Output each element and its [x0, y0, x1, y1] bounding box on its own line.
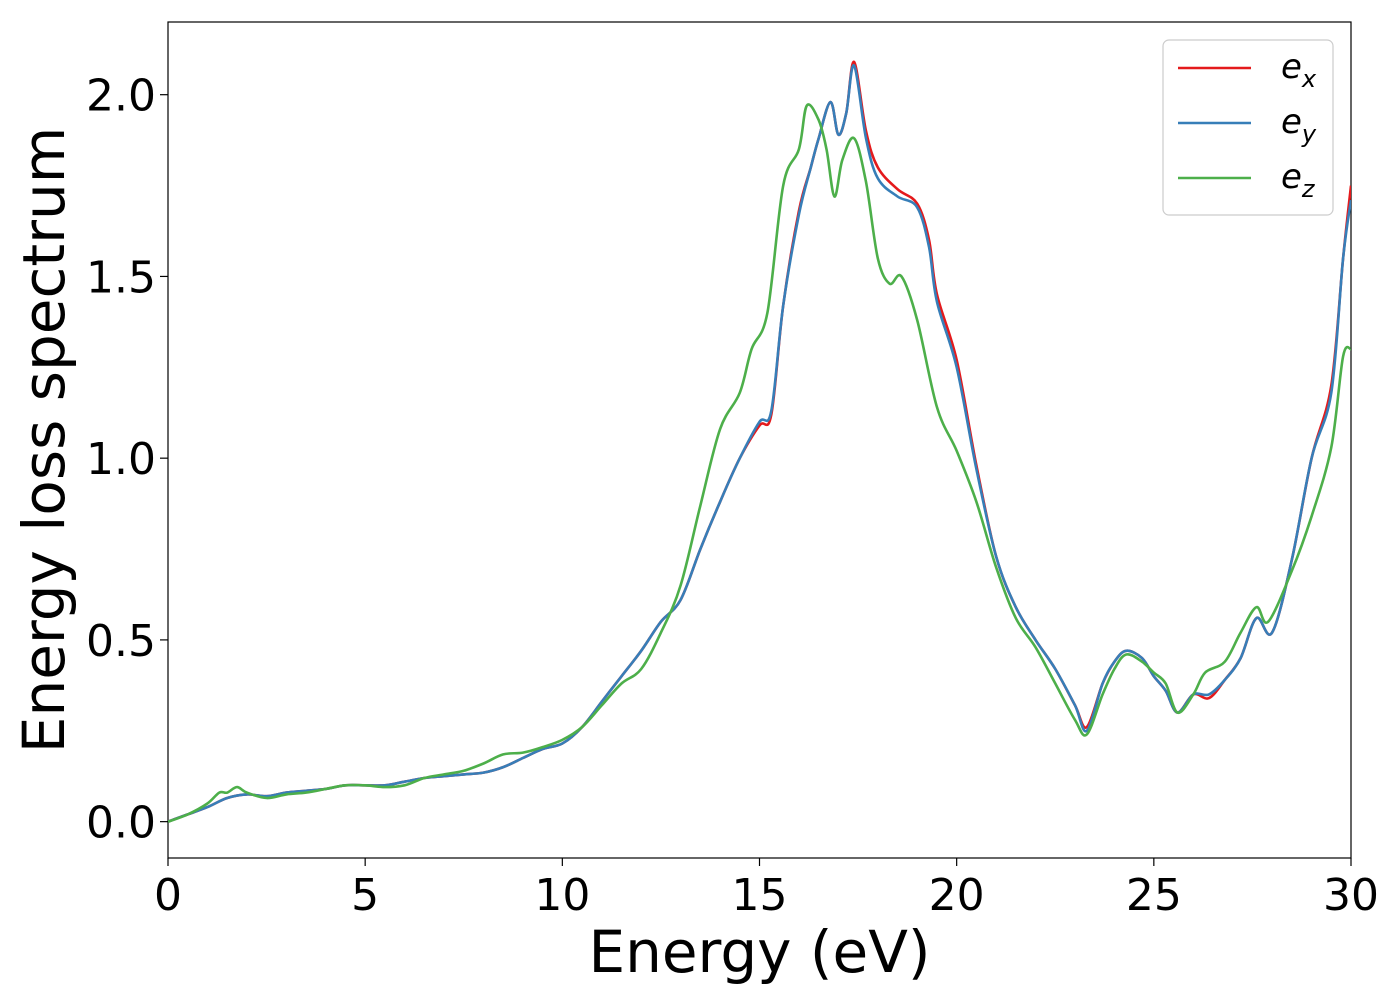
y-tick-label: 1.5 [86, 252, 156, 303]
x-tick-label: 0 [154, 870, 182, 921]
x-tick-label: 15 [732, 870, 788, 921]
y-tick-label: 0.0 [86, 798, 156, 849]
x-axis-label: Energy (eV) [588, 918, 930, 986]
legend: ex ey ez [1162, 39, 1334, 216]
y-axis-ticks: 0.0 0.5 1.0 1.5 2.0 [86, 71, 168, 849]
x-tick-label: 30 [1323, 870, 1379, 921]
legend-label-e-z: ez [1281, 157, 1316, 203]
series-line-e-z [168, 103, 1351, 823]
x-tick-label: 10 [534, 870, 590, 921]
y-axis-label: Energy loss spectrum [10, 127, 78, 753]
legend-box [1162, 39, 1334, 216]
x-tick-label: 5 [351, 870, 379, 921]
y-tick-label: 0.5 [86, 616, 156, 667]
x-tick-label: 25 [1126, 870, 1182, 921]
legend-label-e-x: ex [1281, 47, 1317, 93]
x-tick-label: 20 [929, 870, 985, 921]
series-layer [168, 60, 1351, 823]
legend-label-e-y: ey [1281, 102, 1317, 148]
y-tick-label: 1.0 [86, 434, 156, 485]
x-axis-ticks: 0 5 10 15 20 25 30 [154, 858, 1379, 921]
y-tick-label: 2.0 [86, 71, 156, 122]
